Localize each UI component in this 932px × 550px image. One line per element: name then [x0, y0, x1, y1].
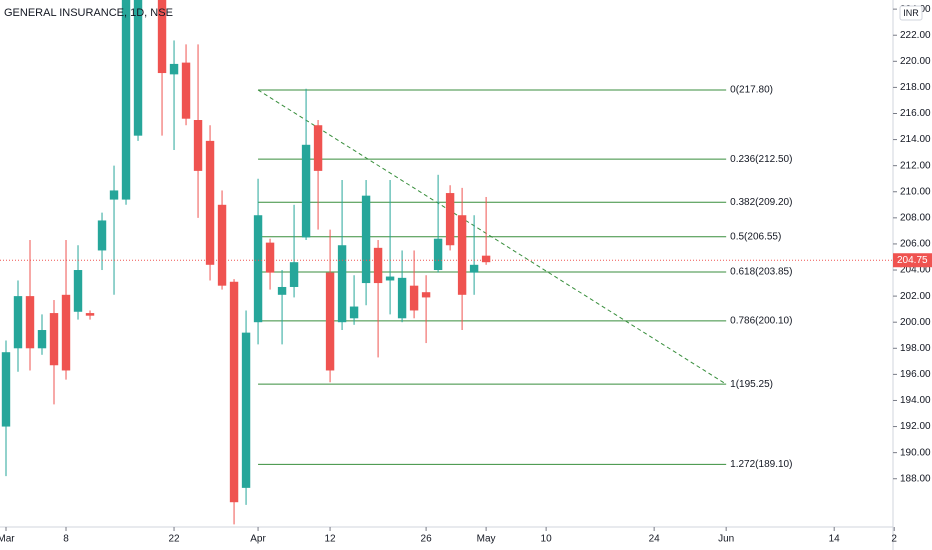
y-tick-label: 196.00	[900, 369, 931, 380]
candle-body	[421, 292, 431, 298]
candle-body	[241, 332, 251, 488]
candle-body	[361, 195, 371, 284]
plot-area: 0(217.80) 0.236(212.50) 0.382(209.20) 0.5(2…	[0, 0, 893, 525]
x-tick-label: 2	[891, 534, 897, 545]
fib-label: 1(195.25)	[730, 379, 773, 390]
candle-body	[337, 245, 347, 323]
candle-body	[121, 0, 131, 200]
candle-body	[1, 352, 11, 427]
currency-label: INR	[903, 8, 919, 18]
x-tick-label: Apr	[250, 534, 266, 545]
x-tick-label: Jun	[718, 534, 734, 545]
y-tick-label: 206.00	[900, 239, 931, 250]
candle-body	[97, 220, 107, 251]
candle-body	[25, 296, 35, 349]
candle-body	[301, 144, 311, 238]
y-tick-label: 198.00	[900, 343, 931, 354]
x-tick-label: 14	[829, 534, 841, 545]
candle-body	[277, 286, 287, 295]
candle-body	[181, 62, 191, 119]
y-tick-label: 190.00	[900, 447, 931, 458]
x-tick-label: May	[477, 534, 496, 545]
fib-label: 0.786(200.10)	[730, 316, 792, 327]
y-tick-label: 222.00	[900, 30, 931, 41]
fib-label: 0(217.80)	[730, 85, 773, 96]
y-tick-label: 194.00	[900, 395, 931, 406]
candle-body	[433, 238, 443, 271]
candle-body	[373, 247, 383, 284]
candle-body	[217, 204, 227, 286]
y-tick-label: 220.00	[900, 56, 931, 67]
candle-body	[73, 270, 83, 312]
trend-line	[257, 89, 727, 385]
candle-body	[13, 296, 23, 349]
x-tick-label: 12	[325, 534, 337, 545]
candle-body	[409, 285, 419, 311]
last-price-badge	[893, 253, 932, 268]
y-tick-label: 188.00	[900, 473, 931, 484]
candle-body	[85, 313, 95, 316]
x-tick-label: 8	[63, 534, 69, 545]
candle-body	[157, 0, 167, 74]
last-price-label: 204.75	[897, 255, 928, 266]
candle-body	[481, 255, 491, 263]
candle-body	[109, 190, 119, 200]
y-tick-label: 210.00	[900, 186, 931, 197]
x-tick-label: 26	[421, 534, 433, 545]
currency-badge	[899, 5, 923, 21]
x-tick-label: 22	[168, 534, 180, 545]
candle-body	[61, 294, 71, 371]
y-tick-label: 214.00	[900, 134, 931, 145]
x-tick-label: 24	[649, 534, 661, 545]
candle-body	[445, 193, 455, 246]
candle-body	[253, 215, 263, 323]
candle-body	[37, 330, 47, 349]
y-tick-label: 212.00	[900, 160, 931, 171]
chart-title: GENERAL INSURANCE, 1D, NSE	[4, 7, 173, 19]
candle-body	[289, 262, 299, 287]
candle-body	[205, 140, 215, 265]
fib-label: 1.272(189.10)	[730, 459, 792, 470]
candle-body	[265, 242, 275, 273]
y-tick-label: 216.00	[900, 108, 931, 119]
y-tick-label: 208.00	[900, 212, 931, 223]
y-tick-label: 204.00	[900, 265, 931, 276]
candle-body	[325, 272, 335, 371]
candle-body	[457, 215, 467, 295]
fib-label: 0.236(212.50)	[730, 154, 792, 165]
y-tick-label: 218.00	[900, 82, 931, 93]
candle-body	[349, 306, 359, 319]
y-tick-label: 202.00	[900, 291, 931, 302]
candle-body	[133, 0, 143, 136]
candle-body	[169, 63, 179, 75]
candle-body	[49, 313, 59, 366]
candle-body	[229, 281, 239, 503]
y-tick-label: 200.00	[900, 317, 931, 328]
candle-body	[193, 120, 203, 171]
fib-label: 0.5(206.55)	[730, 231, 781, 242]
x-tick-label: 10	[541, 534, 553, 545]
candle-body	[397, 277, 407, 319]
x-tick-label: Mar	[0, 534, 15, 545]
candle-body	[313, 125, 323, 171]
y-tick-label: 192.00	[900, 421, 931, 432]
fib-label: 0.382(209.20)	[730, 197, 792, 208]
candle-body	[385, 276, 395, 281]
fib-label: 0.618(203.85)	[730, 267, 792, 278]
candle-body	[469, 264, 479, 273]
